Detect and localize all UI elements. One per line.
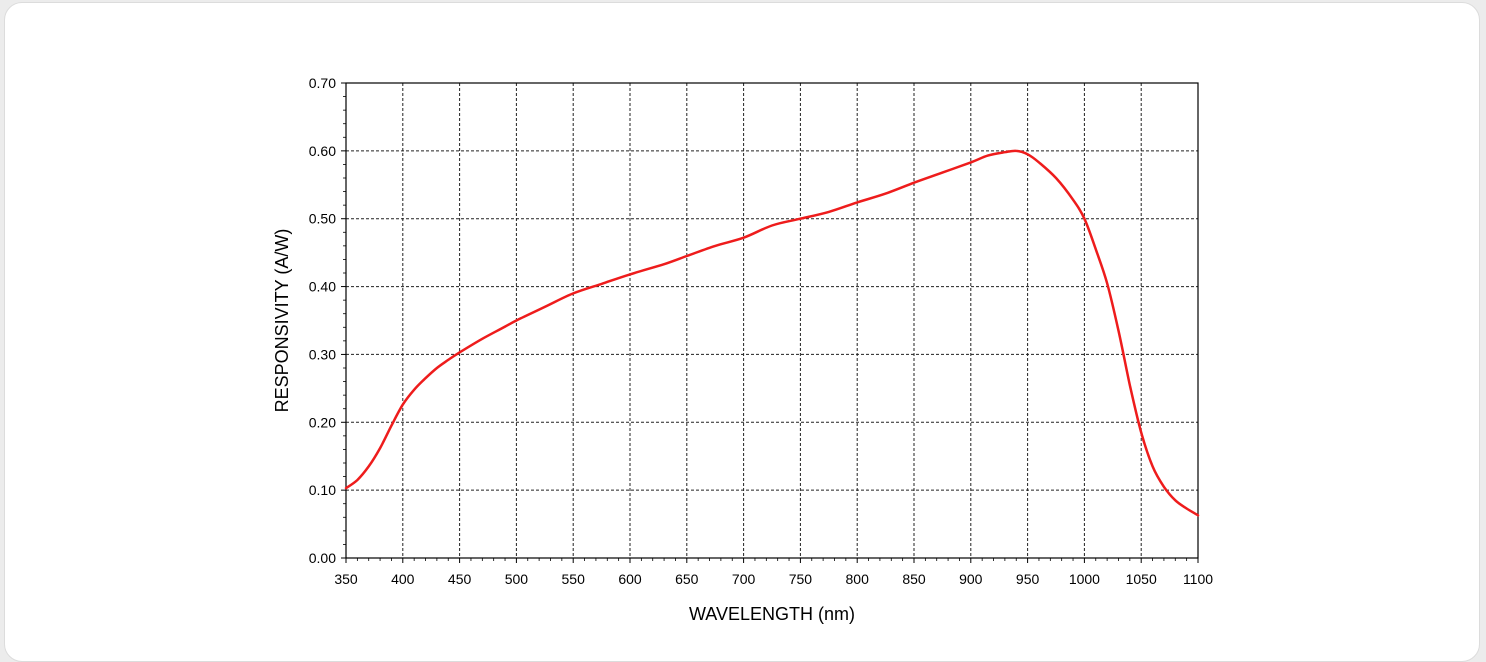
y-axis-title: RESPONSIVITY (A/W) — [272, 229, 292, 413]
plot-frame — [345, 82, 1199, 559]
x-tick-label: 750 — [789, 571, 813, 587]
x-tick-label: 350 — [334, 571, 358, 587]
x-tick-label: 600 — [618, 571, 642, 587]
chart-card — [4, 2, 1480, 662]
grid-layer — [346, 83, 1198, 558]
y-tick-label: 0.50 — [309, 211, 336, 227]
x-tick-label: 800 — [846, 571, 870, 587]
y-tick-label: 0.40 — [309, 279, 336, 295]
tick-labels: 350 400 450 500 550 600 650 700 750 800 850 900 950 1… — [309, 75, 1214, 587]
x-tick-label: 850 — [902, 571, 926, 587]
x-axis-title: WAVELENGTH (nm) — [689, 604, 855, 624]
x-tick-label: 700 — [732, 571, 756, 587]
x-tick-label: 550 — [562, 571, 586, 587]
x-tick-label: 1100 — [1183, 571, 1213, 587]
x-tick-label: 400 — [391, 571, 415, 587]
series-layer — [344, 149, 1200, 517]
y-tick-label: 0.10 — [309, 482, 336, 498]
y-tick-label: 0.70 — [309, 75, 336, 91]
y-tick-label: 0.60 — [309, 143, 336, 159]
y-tick-label: 0.30 — [309, 346, 336, 362]
x-tick-label: 500 — [505, 571, 529, 587]
responsivity-series-line — [344, 149, 1200, 517]
x-tick-label: 650 — [675, 571, 699, 587]
y-tick-label: 0.20 — [309, 414, 336, 430]
x-tick-label: 450 — [448, 571, 472, 587]
x-tick-label: 950 — [1016, 571, 1040, 587]
x-tick-label: 1000 — [1069, 571, 1100, 587]
x-tick-label: 1050 — [1126, 571, 1157, 587]
y-tick-label: 0.00 — [309, 550, 336, 566]
tick-marks — [341, 82, 1199, 563]
x-tick-label: 900 — [959, 571, 983, 587]
